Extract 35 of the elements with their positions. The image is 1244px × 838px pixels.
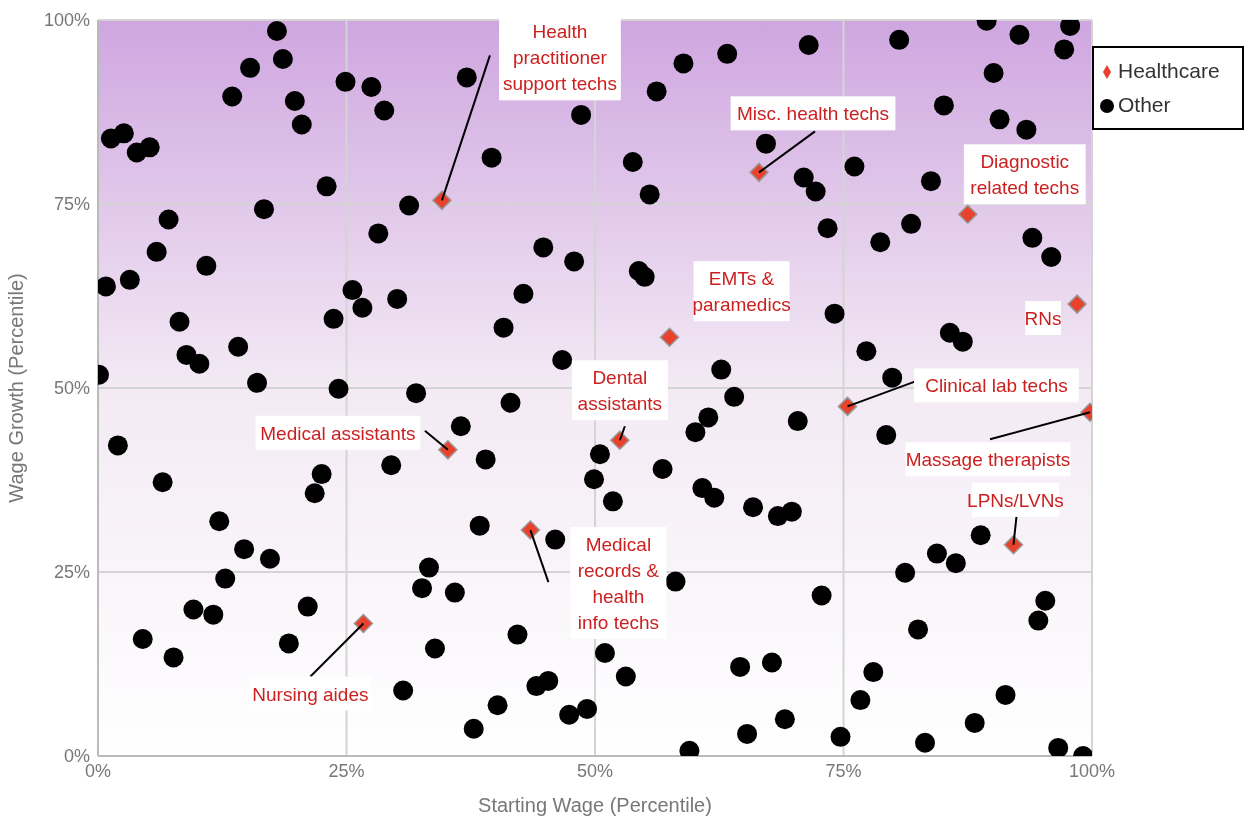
annotation: Clinical lab techs <box>925 375 1068 397</box>
annotation: EMTs & paramedics <box>692 268 791 316</box>
legend-label: Other <box>1118 93 1171 116</box>
annotation: LPNs/LVNs <box>967 489 1064 511</box>
point <box>1067 294 1087 314</box>
annotation: Diagnostic related techs <box>970 151 1080 199</box>
y-tick-label: 75% <box>53 194 90 215</box>
point <box>432 190 452 211</box>
point <box>610 430 630 451</box>
x-tick-label: 100% <box>1068 760 1116 781</box>
annotation: Massage therapists <box>905 449 1071 471</box>
point <box>438 440 458 460</box>
annotation: Misc. health techs <box>736 103 890 125</box>
annotation: Health practitioner support techs <box>502 21 617 95</box>
point <box>1003 535 1024 555</box>
legend-label: Healthcare <box>1118 59 1220 82</box>
y-tick-label: 100% <box>43 10 90 31</box>
point <box>958 204 978 225</box>
annotation: Medical assistants <box>260 422 416 444</box>
x-tick-label: 25% <box>328 760 365 781</box>
x-tick-label: 50% <box>576 760 614 781</box>
point <box>837 396 858 417</box>
annotation: RNs <box>1024 308 1062 330</box>
annotation: Dental assistants <box>577 367 663 415</box>
point <box>749 162 769 183</box>
point <box>353 613 374 634</box>
point <box>659 327 680 347</box>
y-axis-title: Wage Growth (Percentile) <box>5 273 28 503</box>
annotation: Nursing aides <box>252 683 369 705</box>
x-axis-title: Starting Wage (Percentile) <box>478 794 712 816</box>
y-tick-label: 50% <box>53 378 90 399</box>
annotation: Medical records & health info techs <box>577 534 660 634</box>
y-tick-label: 25% <box>53 562 90 583</box>
point <box>520 520 541 540</box>
x-tick-label: 75% <box>825 760 862 781</box>
